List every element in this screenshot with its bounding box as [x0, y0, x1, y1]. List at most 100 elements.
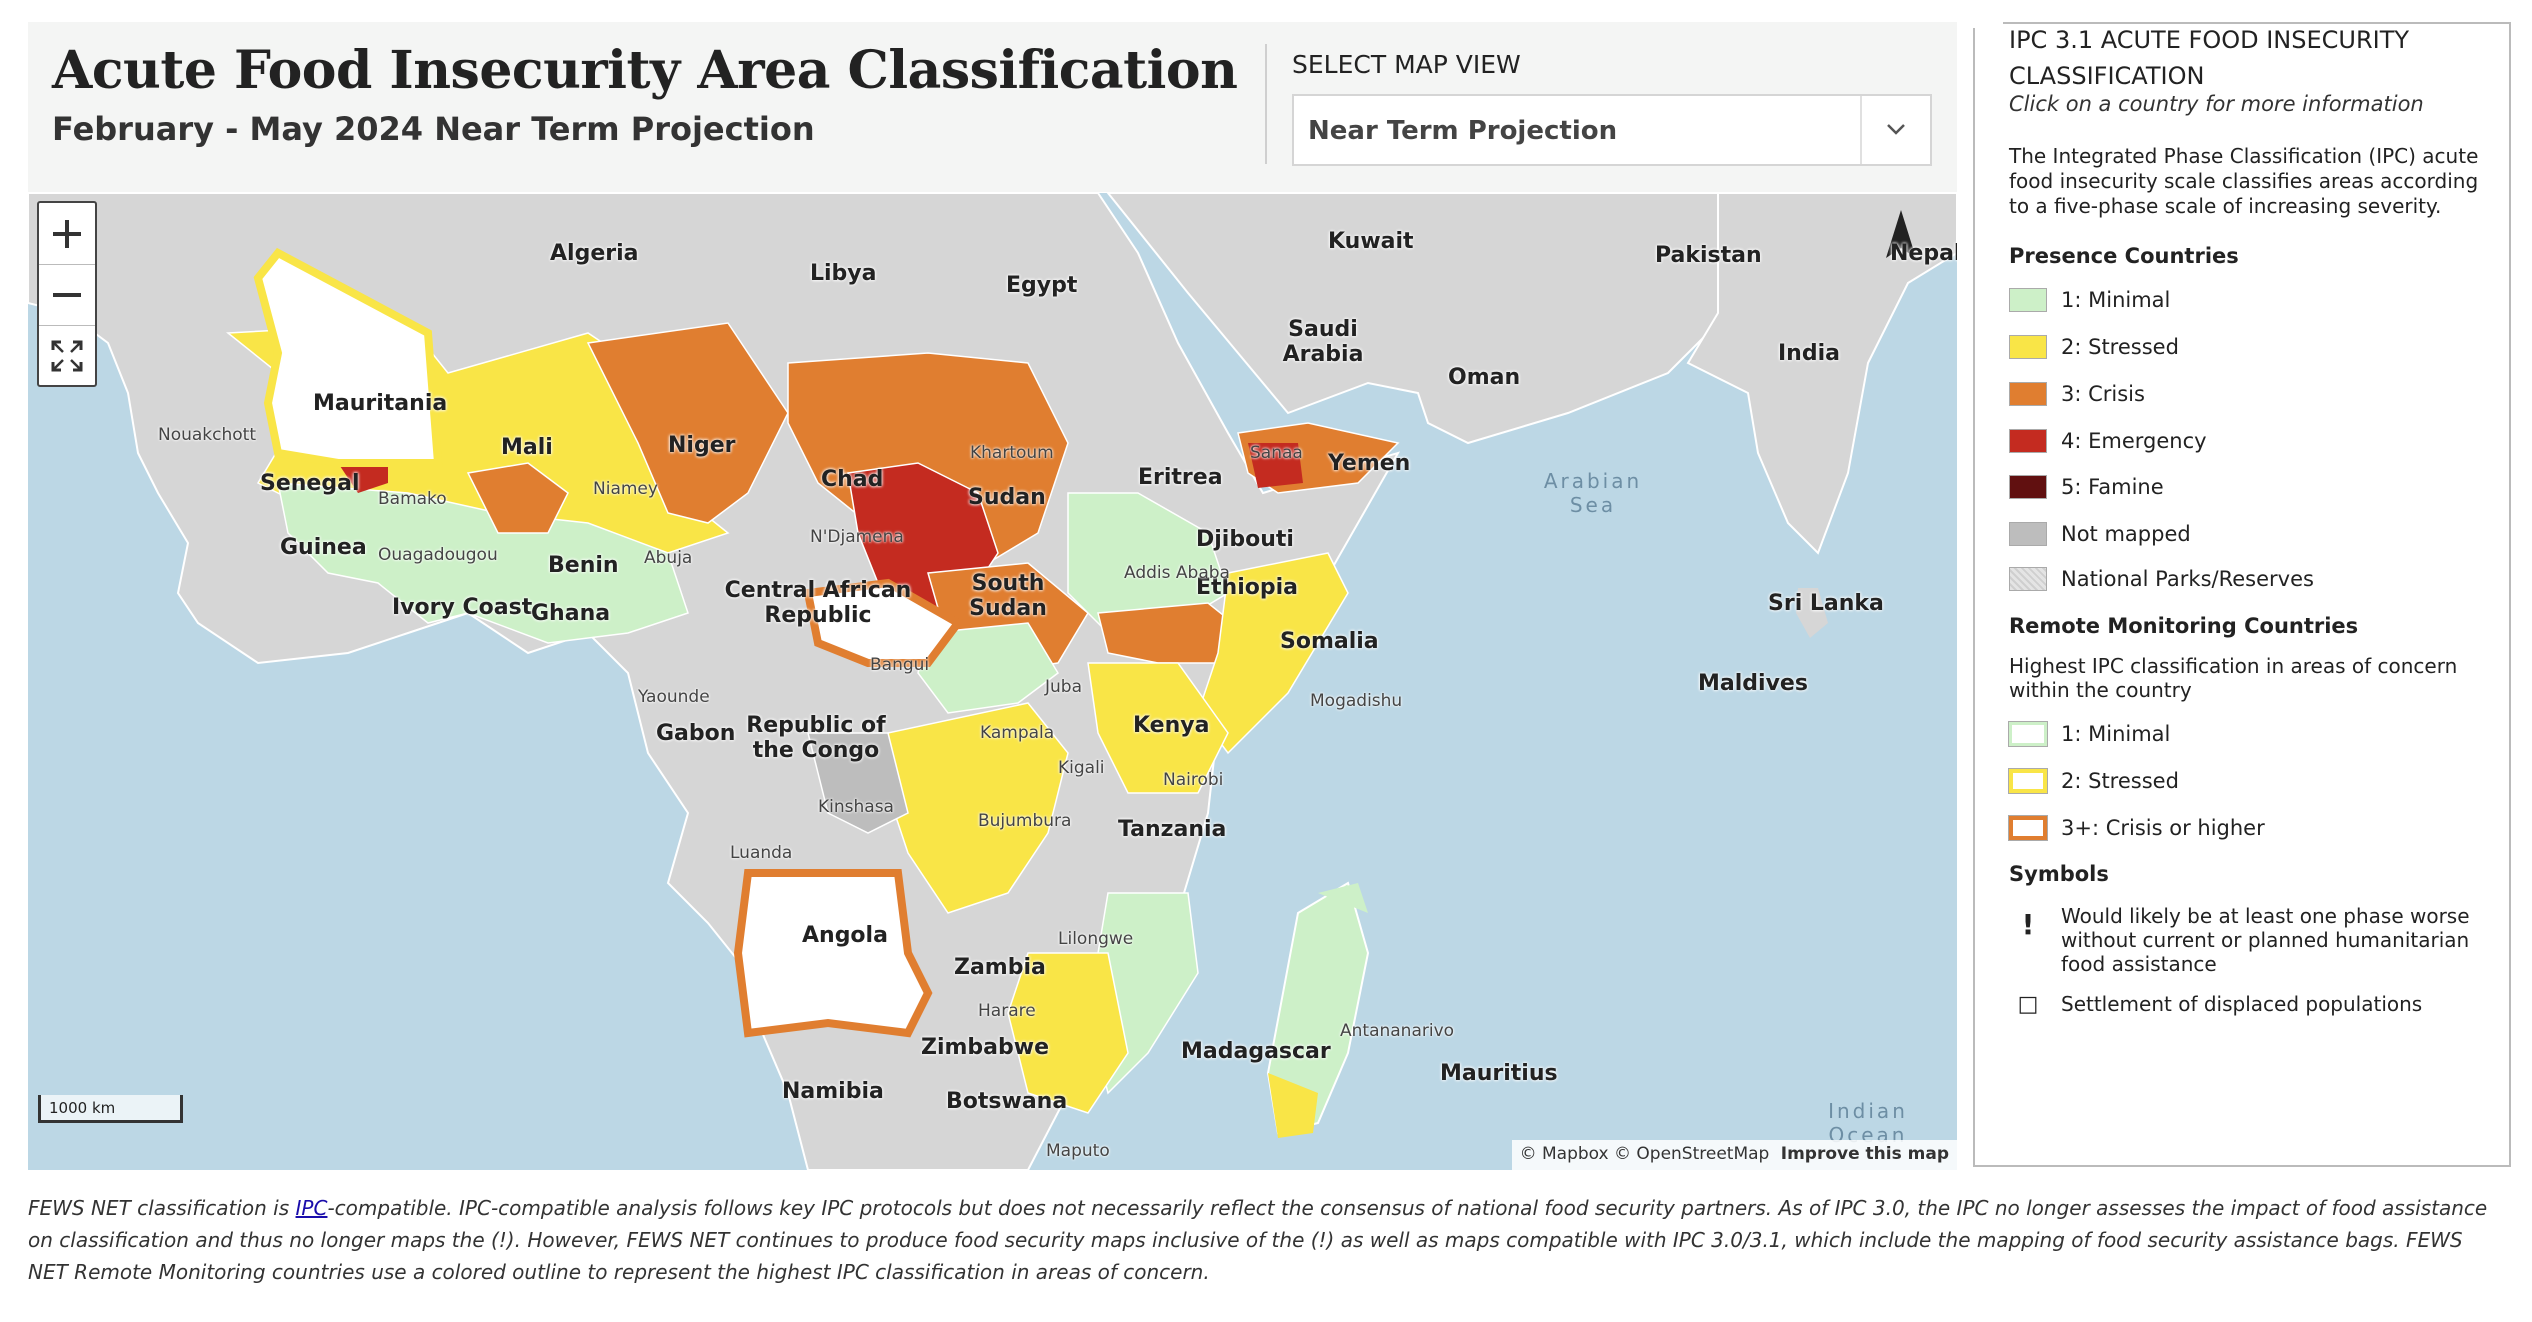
legend-presence-7: National Parks/Reserves [2009, 565, 2489, 595]
legend-symbol-phase-worse: ! Would likely be at least one phase wor… [2009, 904, 2489, 980]
swatch-famine [2009, 475, 2047, 499]
exclamation-icon: ! [2021, 908, 2035, 941]
legend-label: 3+: Crisis or higher [2061, 816, 2265, 840]
label-bamako: Bamako [378, 489, 447, 509]
land-sri-lanka [1796, 588, 1828, 638]
zone-stressed-southern [1007, 952, 1129, 1114]
label-republic-of-the-congo: Republic of the Congo [746, 713, 886, 763]
label-niger: Niger [668, 433, 736, 458]
swatch-not-mapped [2009, 522, 2047, 546]
osm-attribution-link[interactable]: © OpenStreetMap [1614, 1144, 1770, 1164]
label-ghana: Ghana [531, 601, 611, 626]
label-egypt: Egypt [1006, 273, 1078, 298]
swatch-minimal [2009, 288, 2047, 312]
plus-icon [53, 219, 81, 248]
legend-remote-3: 3+: Crisis or higher [2008, 814, 2489, 844]
legend-symbol-settlement: □ Settlement of displaced populations [2009, 990, 2489, 1020]
legend-label: 4: Emergency [2061, 429, 2207, 453]
zoom-in-button[interactable] [39, 203, 95, 265]
label-antananarivo: Antananarivo [1340, 1021, 1455, 1041]
label-central-african-republic: Central African Republic [724, 578, 912, 628]
label-pakistan: Pakistan [1655, 243, 1762, 268]
map-view-select[interactable]: Near Term Projection [1292, 94, 1932, 166]
outline-car [803, 578, 964, 667]
label-khartoum: Khartoum [970, 443, 1054, 463]
label-ethiopia: Ethiopia [1196, 575, 1298, 600]
legend-presence-5: 5: Famine [2009, 473, 2489, 503]
map-attribution: © Mapbox © OpenStreetMap Improve this ma… [1511, 1140, 1957, 1170]
label-mali: Mali [501, 435, 553, 460]
label-botswana: Botswana [946, 1089, 1068, 1114]
ipc-link[interactable]: IPC [295, 1196, 328, 1220]
label-djibouti: Djibouti [1196, 527, 1294, 552]
legend-presence-6: Not mapped [2009, 520, 2489, 550]
legend-presence-1: 1: Minimal [2009, 286, 2489, 316]
zone-notmapped-drc [807, 732, 909, 834]
legend-panel: IPC 3.1 ACUTE FOOD INSECURITY CLASSIFICA… [1973, 22, 2511, 1167]
zone-crisis-chad [586, 322, 789, 524]
label-sanaa: Sanaa [1250, 443, 1303, 463]
label-arabian-sea: Arabian Sea [1543, 469, 1643, 517]
swatch-stressed [2009, 335, 2047, 359]
label-gabon: Gabon [656, 721, 736, 746]
header-divider [1265, 44, 1267, 164]
minus-icon [53, 292, 81, 297]
legend-symbol-label: Settlement of displaced populations [2061, 992, 2423, 1016]
label-kinshasa: Kinshasa [818, 797, 894, 817]
label-yaounde: Yaounde [638, 687, 710, 707]
map-area[interactable]: Algeria Libya Egypt Kuwait Pakistan Nepa… [28, 193, 1957, 1170]
label-benin: Benin [548, 553, 619, 578]
zoom-out-button[interactable] [39, 264, 95, 326]
label-nairobi: Nairobi [1163, 770, 1224, 790]
label-oman: Oman [1448, 365, 1521, 390]
madagascar-south [1268, 1073, 1318, 1138]
basemap [28, 193, 1957, 1170]
mapbox-attribution-link[interactable]: © Mapbox [1519, 1144, 1609, 1164]
legend-presence-2: 2: Stressed [2009, 333, 2489, 363]
label-angola: Angola [802, 923, 888, 948]
legend-title: IPC 3.1 ACUTE FOOD INSECURITY CLASSIFICA… [2009, 26, 2410, 90]
legend-description: The Integrated Phase Classification (IPC… [2009, 144, 2479, 218]
page-title: Acute Food Insecurity Area Classificatio… [52, 40, 1238, 101]
fullscreen-button[interactable] [39, 325, 95, 386]
zone-minimal-madagascar-edge [1318, 883, 1368, 913]
label-madagascar: Madagascar [1181, 1039, 1331, 1064]
chevron-down-icon[interactable] [1878, 114, 1914, 144]
legend-label: 5: Famine [2061, 475, 2164, 499]
improve-map-link[interactable]: Improve this map [1780, 1144, 1949, 1164]
label-mauritania: Mauritania [313, 391, 448, 416]
page-header: Acute Food Insecurity Area Classificatio… [28, 22, 1957, 192]
label-namibia: Namibia [782, 1079, 884, 1104]
swatch-remote-stressed [2008, 768, 2048, 794]
legend-label: 1: Minimal [2061, 722, 2171, 746]
label-maputo: Maputo [1046, 1141, 1110, 1161]
symbols-heading: Symbols [2009, 862, 2109, 886]
swatch-remote-minimal [2008, 721, 2048, 747]
label-mogadishu: Mogadishu [1310, 691, 1403, 711]
zone-minimal-drc [917, 622, 1059, 714]
label-juba: Juba [1045, 677, 1082, 697]
legend-label: 1: Minimal [2061, 288, 2171, 312]
label-somalia: Somalia [1280, 629, 1379, 654]
label-south-sudan: South Sudan [969, 571, 1047, 621]
page-subtitle: February - May 2024 Near Term Projection [52, 110, 815, 148]
legend-symbol-label: Would likely be at least one phase worse… [2061, 904, 2470, 976]
remote-subheading: Highest IPC classification in areas of c… [2009, 654, 2458, 702]
label-saudi-arabia: Saudi Arabia [1282, 317, 1364, 367]
legend-label: 2: Stressed [2061, 769, 2179, 793]
label-kuwait: Kuwait [1328, 229, 1414, 254]
label-mauritius: Mauritius [1440, 1061, 1558, 1086]
label-kigali: Kigali [1058, 758, 1105, 778]
square-icon: □ [2017, 992, 2039, 1017]
label-nepal: Nepal [1890, 241, 1957, 266]
legend-remote-2: 2: Stressed [2008, 767, 2489, 797]
outline-mauritania [253, 247, 443, 467]
legend-label: National Parks/Reserves [2061, 567, 2314, 591]
zone-minimal-kenya [1087, 662, 1229, 794]
select-divider [1860, 96, 1862, 164]
footnote-pre: FEWS NET classification is [28, 1196, 296, 1220]
scale-bar-text: 1000 km [49, 1099, 116, 1117]
zoom-controls [37, 201, 97, 387]
label-sri-lanka: Sri Lanka [1768, 591, 1884, 616]
label-chad: Chad [821, 467, 884, 492]
